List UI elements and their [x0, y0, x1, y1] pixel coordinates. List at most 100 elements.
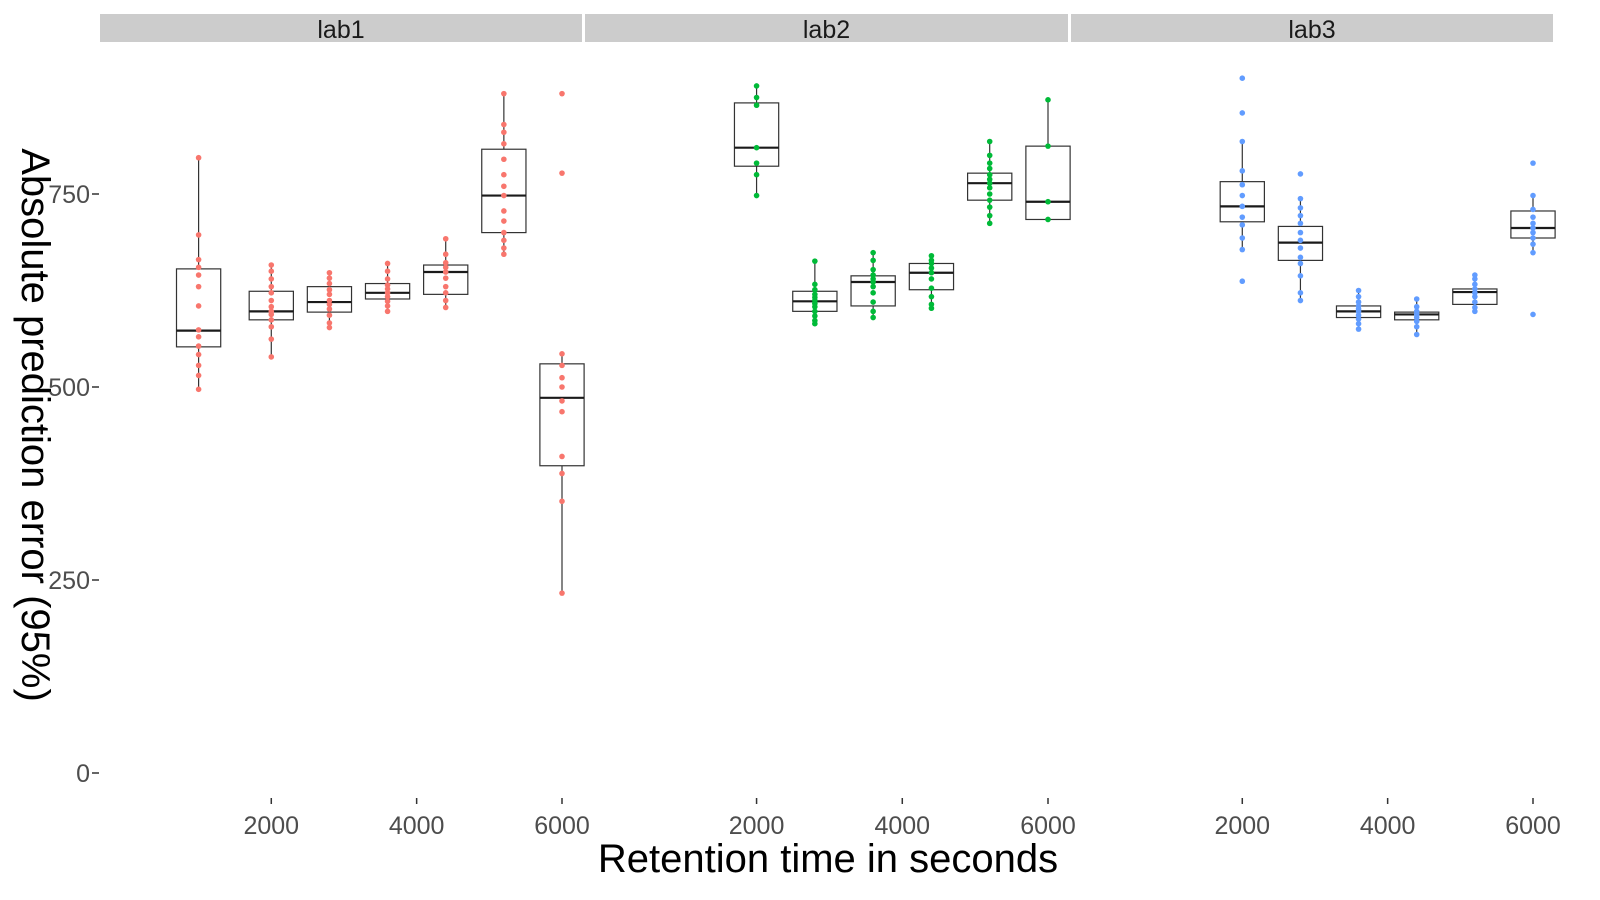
facet-strip [1071, 14, 1553, 42]
data-point [501, 237, 507, 244]
data-point [442, 283, 449, 290]
box-group [1394, 296, 1440, 338]
data-point [268, 268, 275, 275]
data-point [928, 285, 935, 291]
data-point [384, 260, 391, 267]
data-point [501, 183, 507, 190]
data-point [1530, 249, 1536, 256]
data-point [268, 303, 275, 310]
data-point [753, 171, 760, 178]
data-point [501, 251, 507, 258]
box-group [908, 252, 955, 312]
data-point [268, 336, 275, 342]
data-point [986, 191, 993, 197]
data-point [1355, 312, 1362, 319]
data-point [384, 268, 391, 275]
data-point [195, 343, 202, 349]
data-point [501, 156, 507, 163]
data-point [326, 324, 333, 331]
data-point [870, 308, 876, 315]
data-point [195, 351, 202, 358]
data-point [1530, 214, 1536, 220]
data-point [195, 232, 202, 238]
data-point [195, 372, 202, 379]
facet-strip [100, 14, 582, 42]
data-point [1355, 299, 1362, 305]
data-point [986, 180, 993, 186]
data-point [1297, 171, 1304, 177]
data-point [870, 272, 876, 278]
data-point [559, 470, 565, 477]
data-point [442, 290, 449, 296]
box-group [1025, 97, 1071, 223]
data-point [928, 301, 935, 308]
data-point [870, 283, 876, 290]
data-point [1297, 254, 1304, 261]
data-point [1297, 212, 1304, 219]
data-point [1239, 246, 1246, 253]
data-point [195, 283, 202, 290]
data-point [986, 212, 993, 219]
data-point [1239, 203, 1246, 210]
box-group [539, 90, 585, 596]
data-point [268, 317, 275, 323]
data-point [384, 286, 391, 292]
data-point [986, 152, 993, 159]
data-point [442, 259, 449, 266]
data-point [1239, 222, 1246, 228]
data-point [195, 272, 202, 278]
data-point [268, 290, 275, 296]
data-point [986, 160, 993, 166]
y-axis: 0 250 500 750 [48, 181, 99, 788]
data-point [195, 303, 202, 309]
data-point [559, 384, 565, 390]
data-point [1472, 281, 1478, 288]
data-point [559, 90, 565, 97]
x-tick-label: 4000 [874, 812, 930, 840]
data-point [1297, 290, 1304, 296]
x-tick-label: 2000 [243, 812, 299, 840]
data-point [986, 171, 993, 178]
data-point [812, 313, 818, 319]
data-point [1530, 225, 1536, 231]
data-point [384, 290, 391, 296]
data-point [195, 334, 202, 340]
data-point [986, 204, 993, 210]
data-point [870, 257, 876, 264]
data-point [1297, 260, 1304, 267]
data-point [268, 354, 275, 360]
data-point [559, 453, 565, 460]
data-point [559, 590, 565, 596]
data-point [1472, 272, 1478, 278]
data-point [812, 281, 818, 288]
data-point [442, 269, 449, 275]
data-point [1297, 297, 1304, 304]
data-point [326, 297, 333, 304]
data-point [195, 327, 202, 333]
data-point [870, 299, 876, 305]
box-group [364, 260, 411, 315]
data-point [326, 291, 333, 298]
data-point [986, 197, 993, 203]
data-point [1530, 229, 1536, 236]
data-point [1045, 143, 1051, 149]
data-point [384, 293, 391, 300]
data-point [384, 303, 391, 309]
data-point [753, 192, 760, 199]
box-group [175, 154, 222, 393]
data-point [384, 298, 391, 305]
data-point [268, 262, 275, 268]
data-point [1413, 296, 1420, 302]
data-point [1530, 311, 1536, 318]
data-point [1472, 299, 1478, 305]
data-point [1045, 198, 1051, 205]
data-point [384, 276, 391, 282]
data-point [1472, 308, 1478, 315]
data-point [195, 264, 202, 271]
data-point [268, 323, 275, 330]
data-point [1239, 138, 1246, 145]
data-point [812, 308, 818, 315]
data-point [753, 83, 760, 89]
data-point [986, 165, 993, 172]
panel-lab1: lab1 2000 4000 6000 [100, 14, 590, 840]
